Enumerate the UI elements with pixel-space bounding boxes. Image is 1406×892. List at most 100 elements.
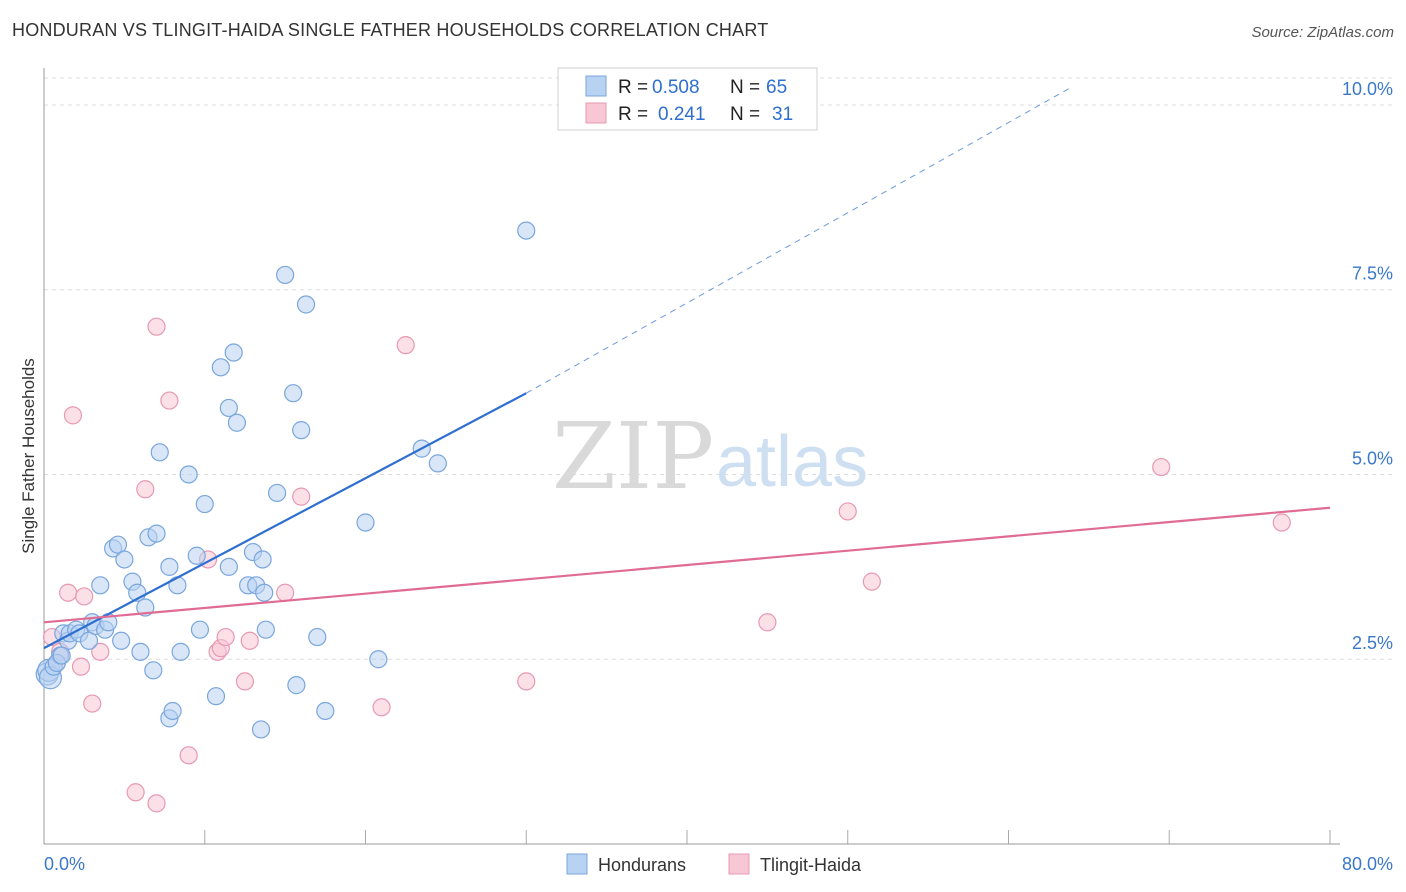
- legend-n-label-2: N =: [730, 104, 760, 125]
- y-axis-title: Single Father Households: [19, 358, 38, 554]
- tlingit-haida-point: [75, 587, 94, 606]
- honduran-point: [255, 583, 274, 602]
- honduran-point: [179, 465, 198, 484]
- honduran-point: [227, 413, 246, 432]
- y-tick-label-3: 10.0%: [1342, 79, 1393, 99]
- tlingit-haida-point: [136, 480, 155, 499]
- legend-n-value-2: 31: [772, 104, 793, 125]
- honduran-point: [276, 265, 295, 285]
- honduran-point: [251, 720, 271, 739]
- tlingit-haida-trend-line: [43, 506, 1331, 624]
- tlingit-haida-point: [147, 794, 166, 813]
- legend-r-value-2: 0.241: [658, 104, 706, 125]
- tlingit-haida-point: [838, 502, 857, 521]
- legend-r-value-1: 0.508: [652, 77, 700, 98]
- tlingit-haida-point: [235, 672, 255, 691]
- hondurans-trend-line: [43, 392, 527, 650]
- honduran-point: [147, 524, 166, 543]
- legend-n-label-1: N =: [730, 77, 760, 98]
- honduran-point: [256, 620, 275, 639]
- hondurans-points: [35, 221, 536, 739]
- honduran-point: [131, 642, 150, 661]
- legend-n-value-1: 65: [766, 77, 787, 98]
- honduran-point: [316, 701, 335, 721]
- tlingit-haida-point: [126, 783, 145, 802]
- grid-lines: [44, 77, 1393, 660]
- bottom-legend-hondurans: Hondurans: [598, 855, 686, 875]
- honduran-point: [160, 557, 179, 576]
- tlingit-haida-point: [396, 336, 415, 355]
- honduran-point: [284, 384, 303, 403]
- honduran-point: [112, 631, 131, 650]
- tlingit-haida-point: [292, 487, 311, 506]
- tlingit-haida-point: [216, 627, 235, 647]
- honduran-point: [267, 483, 287, 503]
- honduran-point: [224, 343, 243, 362]
- tlingit-haida-point: [758, 613, 777, 632]
- tlingit-haida-point: [91, 642, 110, 661]
- y-tick-label-2: 7.5%: [1352, 264, 1393, 284]
- honduran-point: [91, 576, 110, 595]
- honduran-point: [219, 398, 238, 418]
- bottom-legend-tlingit-haida: Tlingit-Haida: [760, 855, 862, 875]
- y-tick-labels: 2.5% 5.0% 7.5% 10.0%: [1342, 79, 1393, 653]
- tlingit-haida-point: [147, 317, 166, 336]
- chart-title: HONDURAN VS TLINGIT-HAIDA SINGLE FATHER …: [12, 20, 769, 40]
- tlingit-haida-point: [372, 698, 391, 717]
- trend-lines: [43, 86, 1331, 650]
- honduran-point: [308, 627, 327, 647]
- series-legend: Hondurans Tlingit-Haida: [566, 853, 862, 875]
- honduran-point: [428, 454, 447, 473]
- tlingit-haida-point: [240, 631, 259, 650]
- honduran-point: [163, 701, 182, 721]
- tlingit-haida-point: [517, 672, 536, 691]
- tlingit-haida-point: [71, 657, 91, 676]
- honduran-point: [195, 494, 214, 514]
- honduran-point: [168, 576, 187, 595]
- honduran-point: [136, 598, 155, 617]
- watermark-zip: ZIP: [552, 403, 714, 510]
- honduran-point: [171, 642, 190, 661]
- honduran-point: [292, 421, 311, 440]
- y-tick-label-0: 2.5%: [1352, 633, 1393, 653]
- tlingit-haida-point: [862, 572, 881, 591]
- honduran-point: [211, 358, 230, 377]
- legend-r-label-1: R =: [618, 77, 648, 98]
- honduran-point: [150, 443, 169, 462]
- honduran-point: [287, 676, 306, 695]
- hondurans-trend-extension: [526, 86, 1074, 394]
- honduran-point: [219, 557, 238, 576]
- tlingit-haida-point: [63, 406, 83, 425]
- honduran-point: [144, 661, 163, 680]
- honduran-point: [369, 650, 388, 669]
- honduran-point: [356, 513, 375, 532]
- tlingit-haida-point: [179, 746, 198, 765]
- tlingit-haida-point: [160, 391, 179, 410]
- tlingit-haida-point: [1152, 457, 1171, 477]
- legend-swatch-tlingit-haida: [585, 102, 607, 124]
- x-tick-label-max: 80.0%: [1342, 854, 1393, 874]
- x-axis-ticks: [43, 830, 1331, 844]
- honduran-point: [190, 620, 210, 639]
- honduran-point: [115, 550, 134, 569]
- bottom-legend-swatch-tlingit-haida: [728, 853, 750, 875]
- correlation-legend: R = 0.508 N = 65 R = 0.241 N = 31: [557, 67, 818, 131]
- legend-swatch-hondurans: [585, 75, 607, 97]
- bottom-legend-swatch-hondurans: [566, 853, 588, 875]
- legend-r-label-2: R =: [618, 104, 648, 125]
- watermark-atlas: atlas: [716, 422, 868, 502]
- honduran-point: [206, 687, 226, 706]
- tlingit-haida-point: [83, 694, 102, 713]
- x-tick-label-min: 0.0%: [44, 854, 85, 874]
- tlingit-haida-point: [1272, 513, 1291, 532]
- tlingit-haida-point: [59, 583, 78, 602]
- tlingit-haida-point: [276, 583, 295, 602]
- honduran-point: [517, 221, 536, 240]
- honduran-point: [253, 550, 272, 569]
- honduran-point: [187, 546, 206, 565]
- source-note: Source: ZipAtlas.com: [1251, 24, 1394, 41]
- y-tick-label-1: 5.0%: [1352, 448, 1393, 468]
- honduran-point: [296, 295, 316, 314]
- honduran-point: [52, 646, 71, 665]
